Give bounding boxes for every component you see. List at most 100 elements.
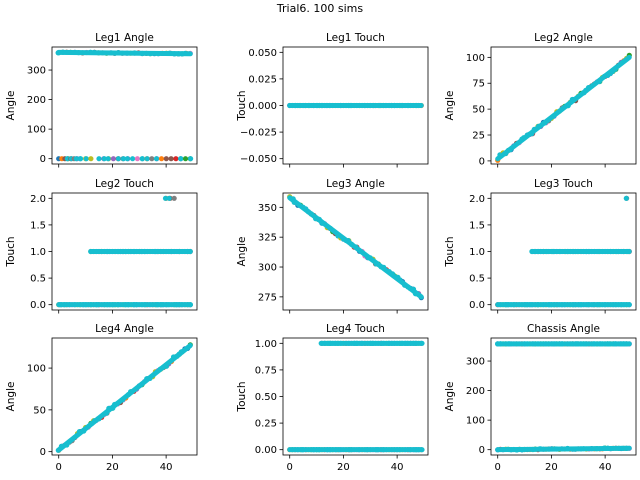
y-tick-label: 100 <box>466 53 485 64</box>
data-point <box>78 156 84 162</box>
data-point <box>149 156 155 162</box>
y-axis-label: Angle <box>236 237 248 267</box>
data-points <box>55 49 194 162</box>
data-point <box>158 156 165 162</box>
y-tick-label: 200 <box>27 95 46 106</box>
panel-title: Leg2 Touch <box>95 178 154 190</box>
y-axis-label: Touch <box>444 236 456 267</box>
data-point <box>166 195 172 201</box>
y-tick-label: 100 <box>27 364 46 375</box>
panel-leg2-touch: Leg2 Touch Touch 0.0 0.5 1.0 1.5 2.0 <box>5 178 198 314</box>
y-tick-label: 0.5 <box>30 274 46 285</box>
data-point <box>168 156 174 162</box>
y-tick-label: 325 <box>258 233 277 244</box>
axes-frame <box>282 337 429 456</box>
panel-title: Leg4 Touch <box>326 323 385 335</box>
panel-leg4-angle: Leg4 Angle Angle 0 50 100 0 20 40 <box>5 323 198 473</box>
data-point <box>173 156 179 162</box>
data-points <box>55 342 193 453</box>
data-point <box>120 156 127 162</box>
data-point <box>188 156 194 162</box>
data-points <box>287 340 425 453</box>
y-tick-label: 2.0 <box>469 194 485 205</box>
y-tick-label: 0.5 <box>469 274 485 285</box>
data-point <box>83 156 89 162</box>
y-tick-label: 300 <box>466 357 485 368</box>
y-tick-label: 0.25 <box>255 419 277 430</box>
data-point <box>64 156 70 162</box>
y-tick-label: 0.0 <box>30 300 46 311</box>
x-tick-label: 40 <box>391 462 404 473</box>
y-tick-label: 0 <box>479 156 485 167</box>
x-tick-label: 0 <box>495 462 501 473</box>
y-tick-label: 1.0 <box>469 247 485 258</box>
y-tick-label: 300 <box>258 263 277 274</box>
panel-title: Leg2 Angle <box>534 32 593 44</box>
y-tick-label: 275 <box>258 292 277 303</box>
data-points <box>495 195 632 308</box>
data-points <box>495 341 632 453</box>
y-axis-label: Touch <box>236 381 248 412</box>
data-point <box>134 156 140 162</box>
panel-leg3-angle: Leg3 Angle Angle 275 300 325 350 <box>236 178 429 314</box>
panel-leg3-touch: Leg3 Touch Touch 0.0 0.5 1.0 1.5 2.0 <box>444 178 637 314</box>
y-axis-label: Angle <box>444 382 456 412</box>
y-tick-label: 0 <box>479 445 485 456</box>
y-tick-label: 2.0 <box>30 194 46 205</box>
data-point <box>144 156 150 162</box>
y-tick-label: 1.00 <box>255 339 277 350</box>
panel-title: Leg3 Touch <box>534 178 593 190</box>
panel-title: Leg1 Angle <box>95 32 154 44</box>
y-tick-label: −0.025 <box>240 128 277 139</box>
y-tick-label: 75 <box>472 79 485 90</box>
y-axis-label: Angle <box>444 91 456 121</box>
data-band <box>56 343 193 453</box>
x-tick-label: 20 <box>106 462 119 473</box>
data-point <box>139 156 146 162</box>
data-points <box>56 195 193 308</box>
y-axis-label: Angle <box>5 382 17 412</box>
data-point <box>88 156 94 162</box>
data-point <box>623 195 629 201</box>
x-tick-label: 0 <box>56 462 62 473</box>
y-tick-label: −0.050 <box>240 154 277 165</box>
data-band <box>495 445 632 453</box>
y-tick-label: 1.5 <box>469 220 485 231</box>
y-tick-label: 50 <box>33 405 46 416</box>
data-point <box>162 195 169 201</box>
y-tick-label: 0.050 <box>248 48 277 59</box>
y-tick-label: 100 <box>466 416 485 427</box>
panel-leg1-angle: Leg1 Angle Angle 0 100 200 300 <box>5 32 198 168</box>
y-axis-label: Touch <box>5 236 17 267</box>
figure-suptitle: Trial6. 100 sims <box>276 2 363 15</box>
axes-frame <box>490 337 637 456</box>
y-tick-label: 1.0 <box>30 247 46 258</box>
data-band <box>56 49 193 57</box>
panel-leg2-angle: Leg2 Angle Angle 0 25 50 75 100 <box>444 32 637 168</box>
data-point <box>130 156 136 162</box>
data-point <box>101 156 107 162</box>
x-tick-label: 40 <box>599 462 612 473</box>
y-tick-label: 100 <box>27 125 46 136</box>
y-axis-label: Angle <box>5 91 17 121</box>
axes-frame <box>490 46 637 165</box>
data-band <box>287 195 424 300</box>
data-point <box>105 156 111 162</box>
y-tick-label: 300 <box>27 66 46 77</box>
y-tick-label: 1.5 <box>30 220 46 231</box>
data-points <box>287 102 424 109</box>
y-tick-label: 0.75 <box>255 365 277 376</box>
y-tick-label: 50 <box>472 105 485 116</box>
axes-frame <box>282 192 429 311</box>
y-tick-label: 0.025 <box>248 74 277 85</box>
panel-leg1-touch: Leg1 Touch Touch −0.050 −0.025 0.000 0.025 0.0… <box>236 32 429 168</box>
data-band <box>495 54 632 162</box>
data-point <box>110 156 116 162</box>
data-point <box>96 156 102 162</box>
axes-frame <box>51 46 198 165</box>
panel-title: Chassis Angle <box>527 323 600 335</box>
data-points <box>495 52 632 163</box>
x-tick-label: 20 <box>545 462 558 473</box>
y-tick-label: 0 <box>40 447 46 458</box>
